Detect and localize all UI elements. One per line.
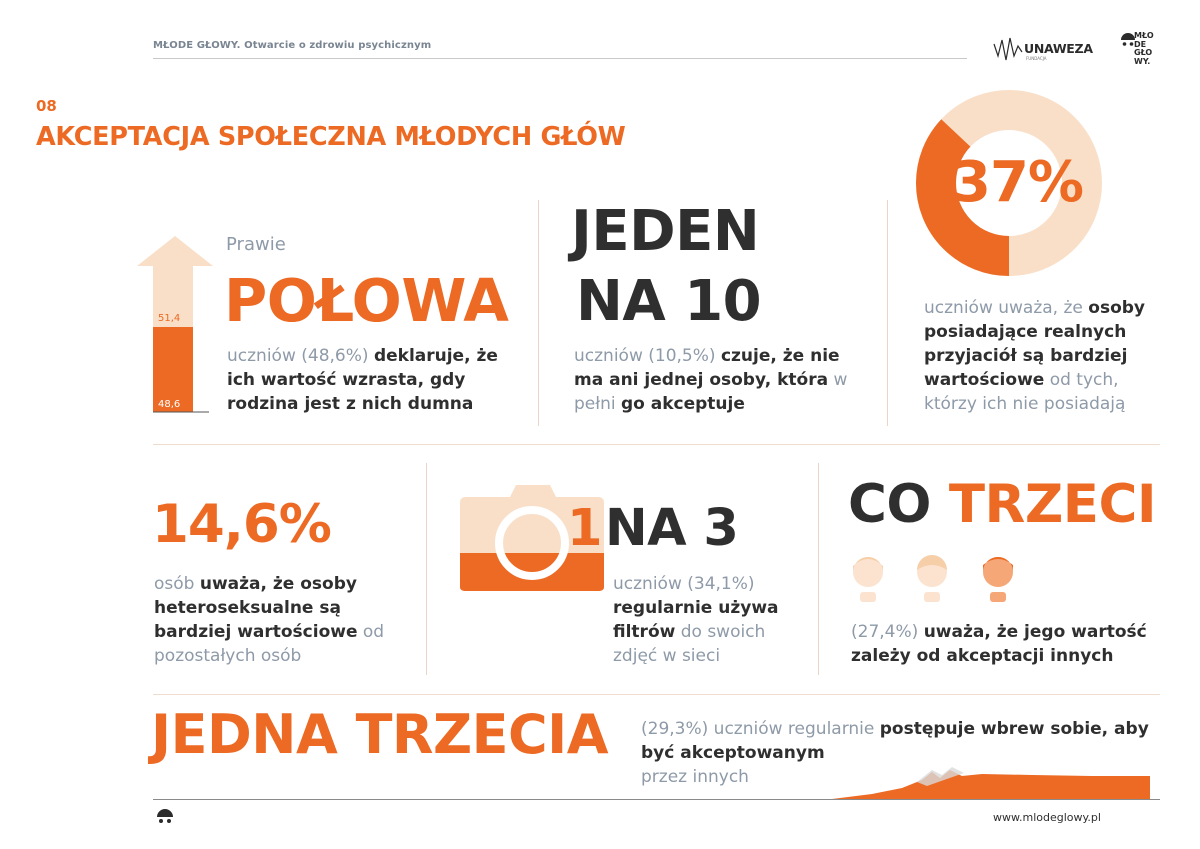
donut-arc bbox=[916, 90, 1102, 276]
column-divider bbox=[538, 200, 539, 426]
block1-headline: POŁOWA bbox=[224, 266, 509, 335]
block2-text-grey: uczniów (10,5%) bbox=[574, 346, 721, 366]
mlode-glowy-logo-icon bbox=[1121, 33, 1135, 46]
block1-text: uczniów (48,6%) deklaruje, że ich wartoś… bbox=[227, 344, 527, 416]
person-icon bbox=[917, 555, 947, 602]
block7-text-bold: postępuje wbrew sobie, aby być akceptowa… bbox=[641, 719, 1149, 763]
unaweza-logo-mark-icon bbox=[993, 37, 1023, 61]
unaweza-logo-subtext: FUNDACJA bbox=[1026, 56, 1047, 61]
mlode-glowy-small-logo-icon bbox=[157, 809, 173, 823]
block2-headline-line2: NA 10 bbox=[576, 269, 762, 334]
block4-text-grey: od pozostałych osób bbox=[154, 622, 385, 666]
block6-headline-part1: CO bbox=[848, 474, 949, 535]
block5-text-bold: regularnie używa filtrów bbox=[613, 598, 779, 642]
block3-text: uczniów uważa, że osoby posiadające real… bbox=[924, 296, 1174, 416]
person-icon-highlighted bbox=[983, 557, 1013, 602]
block2-text: uczniów (10,5%) czuje, że nie ma ani jed… bbox=[574, 344, 874, 416]
row-divider bbox=[153, 694, 1160, 695]
block6-text-grey: (27,4%) bbox=[851, 622, 924, 642]
block6-text-bold: uważa, że jego wartość zależy od akcepta… bbox=[851, 622, 1147, 666]
section-title: AKCEPTACJA SPOŁECZNA MŁODYCH GŁÓW bbox=[36, 122, 626, 152]
block7-headline: JEDNA TRZECIA bbox=[151, 703, 609, 766]
mg-logo-line: WY. bbox=[1134, 56, 1151, 66]
block2-text-bold: go akceptuje bbox=[620, 394, 745, 414]
mg-logo-line: MŁO bbox=[1134, 31, 1154, 40]
block6-headline: CO TRZECI bbox=[848, 474, 1157, 535]
block4-text: osób uważa, że osoby heteroseksualne są … bbox=[154, 572, 424, 668]
column-divider bbox=[887, 200, 888, 426]
unaweza-logo-text: UNAWEZA bbox=[1024, 41, 1093, 56]
header-title: MŁODE GŁOWY. Otwarcie o zdrowiu psychicz… bbox=[153, 40, 432, 51]
block1-pre: Prawie bbox=[226, 234, 286, 255]
block5-text-grey: uczniów (34,1%) bbox=[613, 574, 755, 594]
header-divider bbox=[153, 58, 967, 59]
block6-text: (27,4%) uważa, że jego wartość zależy od… bbox=[851, 620, 1171, 668]
block3-headline: 37% bbox=[952, 150, 1084, 215]
column-divider bbox=[818, 463, 819, 675]
block7-text: (29,3%) uczniów regularnie postępuje wbr… bbox=[641, 717, 1151, 789]
bar-bottom-label: 48,6 bbox=[158, 399, 181, 410]
mg-logo-line: DE bbox=[1134, 39, 1147, 49]
block5-headline-number: 1 bbox=[567, 499, 603, 558]
footer-divider bbox=[153, 799, 1160, 800]
block4-headline: 14,6% bbox=[152, 494, 332, 555]
camera-icon bbox=[460, 485, 604, 591]
row-divider bbox=[153, 444, 1160, 445]
block3-text-grey: uczniów uważa, że bbox=[924, 298, 1089, 318]
block2-text-bold: czuje, że nie ma ani jednej osoby, która bbox=[574, 346, 840, 390]
footer-website: www.mlodeglowy.pl bbox=[993, 811, 1101, 824]
block1-text-grey: uczniów (48,6%) bbox=[227, 346, 374, 366]
person-icon bbox=[853, 557, 883, 602]
arrow-bar-graphic bbox=[137, 236, 213, 413]
block3-text-grey: od tych, którzy ich nie posiadają bbox=[924, 370, 1126, 414]
block2-headline-line1: JEDEN bbox=[571, 199, 760, 264]
block3-text-bold: osoby posiadające realnych przyjaciół są… bbox=[924, 298, 1146, 390]
block7-text-grey: (29,3%) uczniów regularnie bbox=[641, 719, 880, 739]
column-divider bbox=[426, 463, 427, 675]
block5-headline-rest: NA 3 bbox=[605, 499, 739, 558]
block4-text-bold: uważa, że osoby heteroseksualne są bardz… bbox=[154, 574, 358, 642]
people-icons bbox=[853, 555, 1013, 602]
block5-text: uczniów (34,1%) regularnie używa filtrów… bbox=[613, 572, 813, 668]
mlode-glowy-logo-text: MŁO DE GŁO WY. bbox=[1134, 31, 1154, 66]
section-number: 08 bbox=[36, 97, 57, 115]
block2-text-grey: w pełni bbox=[574, 370, 848, 414]
block7-text-grey: przez innych bbox=[641, 767, 749, 787]
block5-text-grey: do swoich zdjęć w sieci bbox=[613, 622, 766, 666]
block1-text-bold: deklaruje, że ich wartość wzrasta, gdy r… bbox=[227, 346, 498, 414]
block6-headline-part2: TRZECI bbox=[948, 474, 1157, 535]
bar-top-label: 51,4 bbox=[158, 313, 181, 324]
mg-logo-line: GŁO bbox=[1134, 48, 1153, 58]
block4-text-grey: osób bbox=[154, 574, 200, 594]
torn-paper-graphic bbox=[832, 767, 1150, 800]
donut-chart bbox=[916, 90, 1102, 276]
